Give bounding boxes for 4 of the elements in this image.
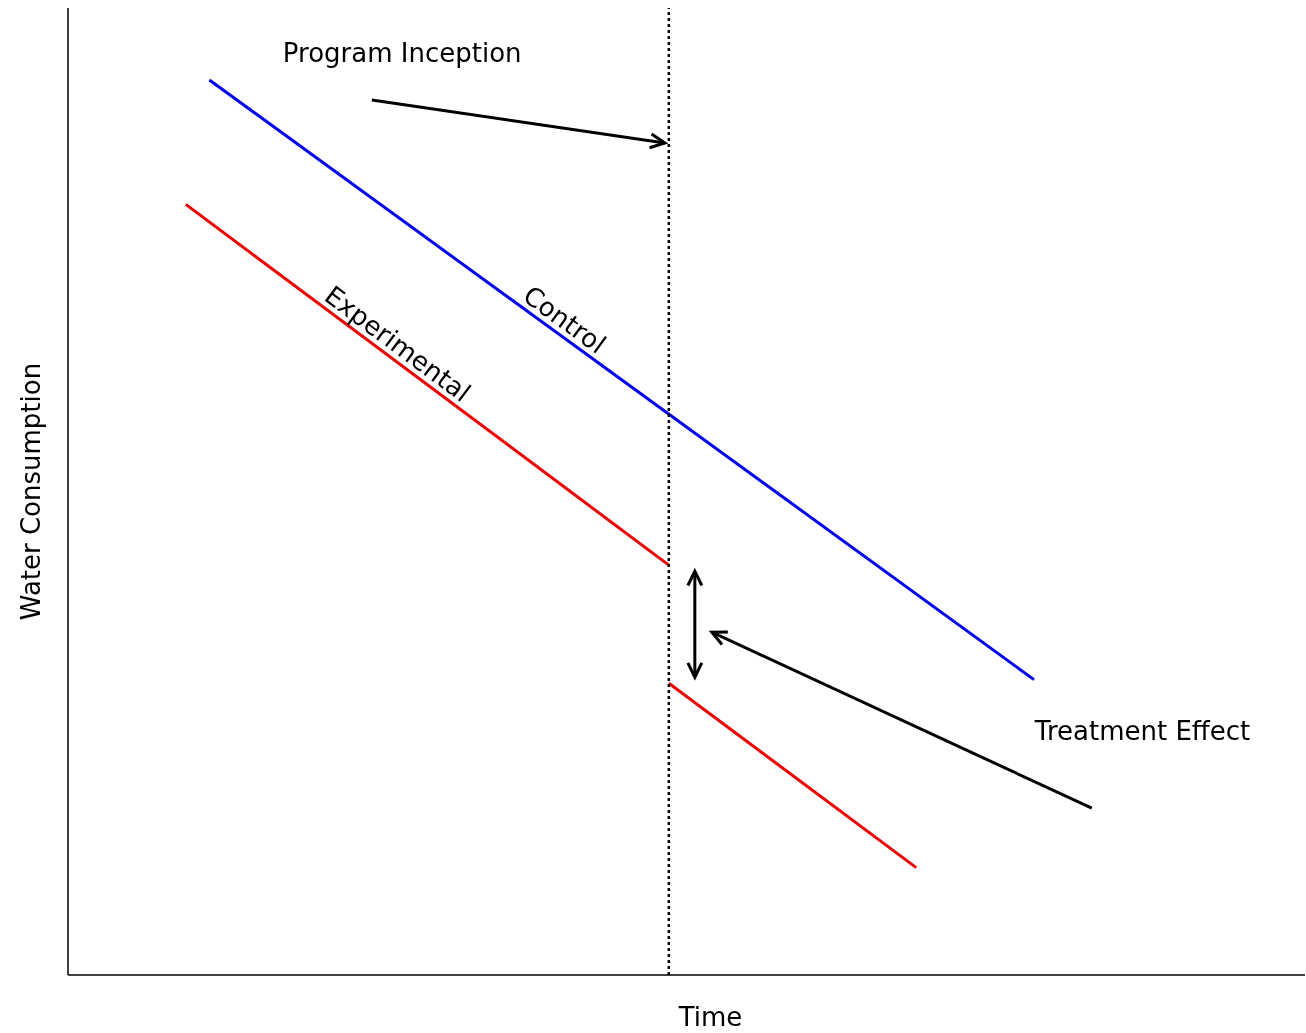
y-axis-title: Water Consumption [16, 362, 46, 621]
annotation: Treatment Effect [1033, 716, 1251, 747]
text: Program Inception [282, 38, 522, 68]
x-axis-title: Time [677, 1002, 743, 1032]
